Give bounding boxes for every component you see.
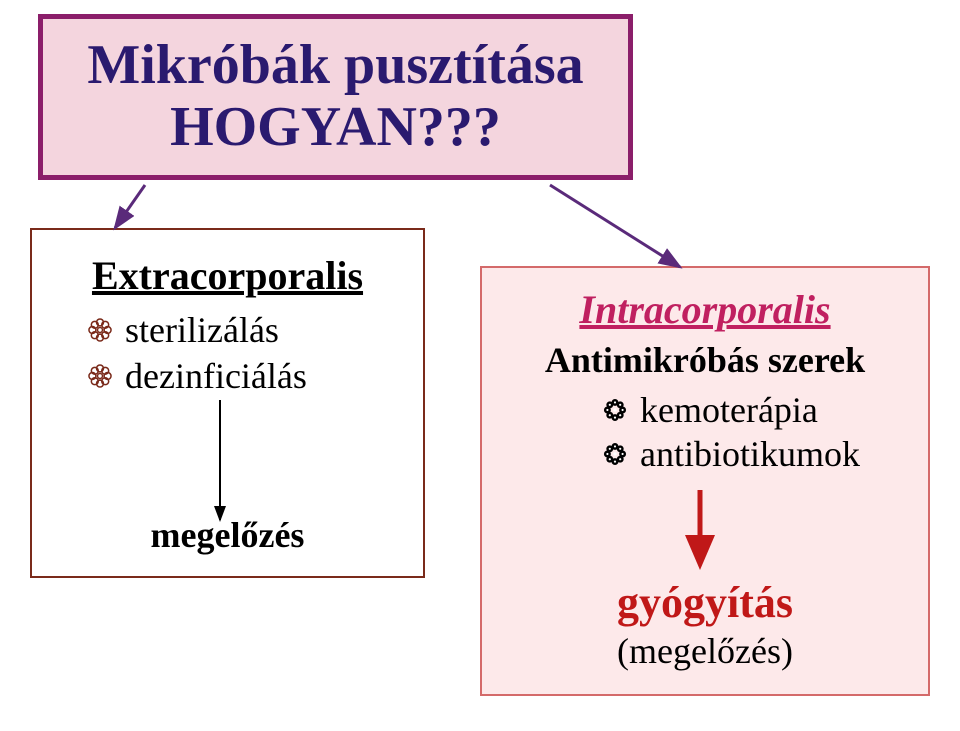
arrow-right-internal [0, 0, 960, 731]
